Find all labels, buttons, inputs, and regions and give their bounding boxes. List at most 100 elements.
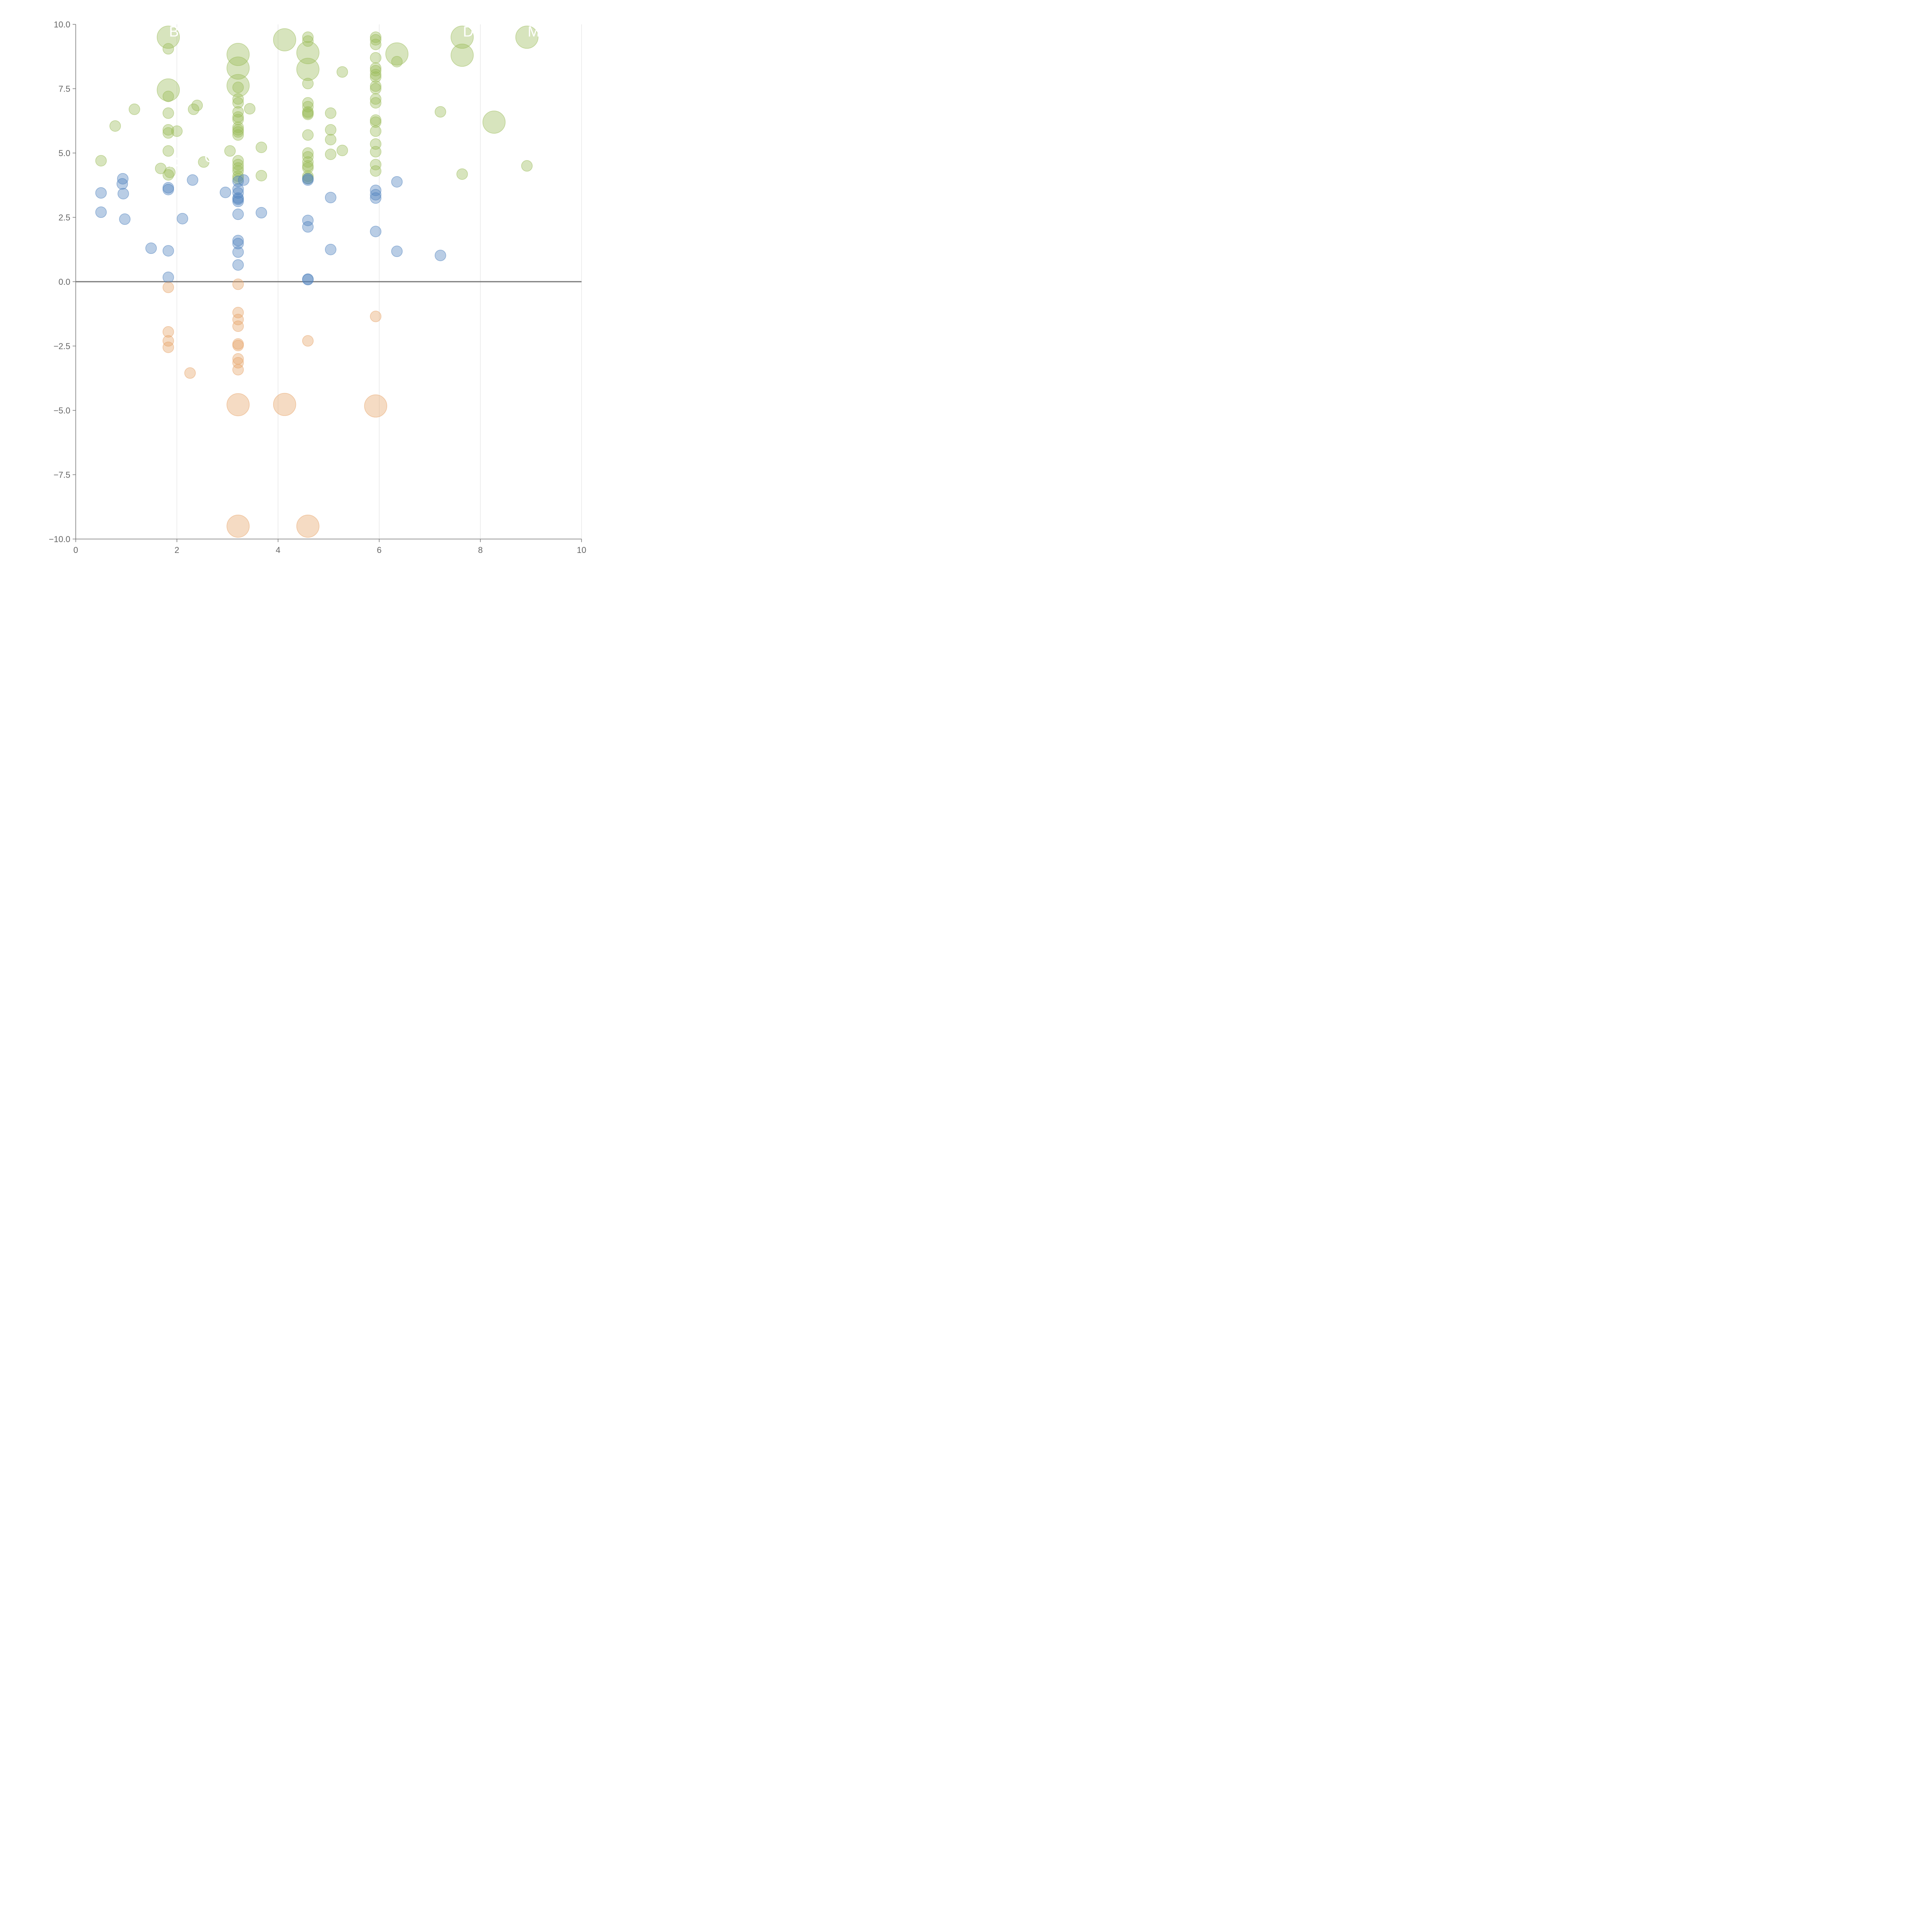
- data-point-series-0: [232, 126, 244, 138]
- data-point-series-0: [370, 52, 381, 64]
- point-label: D: [463, 24, 473, 40]
- data-point-series-0: [435, 106, 446, 118]
- data-point-series-1: [232, 259, 244, 271]
- data-point-series-0: [226, 74, 250, 97]
- data-point-series-1: [238, 174, 250, 186]
- data-point-series-0: [296, 58, 320, 81]
- data-point-series-2: [364, 394, 387, 418]
- data-point-series-1: [302, 214, 314, 226]
- data-point-series-0: [255, 170, 267, 182]
- data-point-series-0: [244, 103, 256, 115]
- data-point-series-0: [109, 120, 121, 132]
- data-point-series-0: [370, 80, 381, 92]
- point-labels: B D MP DA GB: [169, 24, 550, 170]
- data-point-series-1: [145, 242, 157, 254]
- data-points: [95, 26, 539, 538]
- data-point-series-1: [232, 246, 244, 258]
- data-point-series-1: [232, 196, 244, 207]
- data-point-series-1: [187, 174, 199, 186]
- data-point-series-0: [232, 173, 244, 185]
- data-point-series-0: [325, 148, 337, 160]
- data-point-series-0: [370, 165, 381, 177]
- data-point-series-0: [370, 39, 381, 50]
- data-point-series-2: [226, 514, 250, 538]
- data-point-series-0: [325, 134, 337, 146]
- data-point-series-2: [184, 367, 196, 379]
- data-point-series-2: [226, 393, 250, 417]
- data-point-series-1: [232, 235, 244, 247]
- data-point-series-0: [255, 141, 267, 153]
- data-point-series-1: [162, 271, 174, 283]
- data-point-series-2: [232, 278, 244, 290]
- data-point-series-0: [95, 155, 107, 167]
- y-tick-label: −2.5: [54, 342, 70, 351]
- data-point-series-0: [224, 145, 236, 157]
- axes: −10.0 −7.5 −5.0 −2.5 0.0 2.5 5.0 7.5 10.0 0 2 4 6 8 10: [49, 20, 586, 555]
- data-point-series-0: [156, 26, 180, 49]
- x-tick-label: 0: [73, 545, 78, 555]
- data-point-series-0: [370, 83, 381, 95]
- data-point-series-0: [162, 107, 174, 119]
- data-point-series-2: [232, 320, 244, 332]
- data-point-series-0: [198, 156, 209, 168]
- data-point-series-0: [302, 147, 314, 159]
- data-point-series-0: [482, 111, 506, 134]
- data-point-series-0: [155, 163, 167, 174]
- data-point-series-2: [162, 335, 174, 347]
- data-point-series-0: [451, 44, 474, 67]
- data-point-series-1: [302, 274, 314, 286]
- data-point-series-0: [325, 124, 337, 136]
- y-tick-label: −7.5: [54, 470, 70, 480]
- data-point-series-0: [370, 125, 381, 137]
- data-point-series-0: [337, 145, 348, 156]
- data-point-series-1: [116, 178, 128, 190]
- data-point-series-0: [129, 104, 140, 115]
- data-point-series-2: [162, 342, 174, 353]
- data-point-series-0: [232, 93, 244, 105]
- data-point-series-1: [232, 238, 244, 250]
- y-tick-label: 2.5: [58, 213, 70, 223]
- data-point-series-2: [162, 281, 174, 293]
- data-point-series-0: [391, 56, 403, 68]
- data-point-series-1: [177, 213, 188, 224]
- data-point-series-0: [302, 31, 314, 43]
- data-point-series-1: [391, 176, 403, 188]
- data-point-series-0: [302, 35, 314, 47]
- x-tick-label: 10: [577, 545, 586, 555]
- data-point-series-0: [162, 127, 174, 139]
- data-point-series-0: [370, 159, 381, 170]
- data-point-series-1: [435, 250, 446, 261]
- y-tick-label: −5.0: [54, 406, 70, 415]
- data-point-series-1: [219, 187, 231, 198]
- x-tick-label: 4: [276, 545, 280, 555]
- data-point-series-0: [162, 90, 174, 102]
- data-point-series-1: [232, 208, 244, 220]
- data-point-series-2: [162, 326, 174, 338]
- data-point-series-0: [171, 125, 183, 137]
- data-point-series-0: [385, 42, 408, 66]
- data-point-series-2: [273, 393, 296, 416]
- data-point-series-0: [325, 107, 337, 119]
- data-point-series-0: [370, 116, 381, 128]
- data-point-series-0: [370, 146, 381, 158]
- scatter-chart: −10.0 −7.5 −5.0 −2.5 0.0 2.5 5.0 7.5 10.0 0 2 4 6 8 10…: [49, 20, 586, 555]
- y-tick-label: 10.0: [54, 20, 70, 29]
- data-point-series-2: [302, 335, 314, 347]
- data-point-series-1: [255, 207, 267, 219]
- data-point-series-0: [302, 97, 314, 109]
- data-point-series-0: [515, 26, 539, 49]
- data-point-series-1: [391, 245, 403, 257]
- data-point-series-0: [302, 129, 314, 141]
- data-point-series-2: [232, 340, 244, 351]
- data-point-series-0: [232, 159, 244, 170]
- y-tick-label: 0.0: [58, 277, 70, 287]
- data-point-series-0: [302, 156, 314, 168]
- data-point-series-1: [162, 184, 174, 196]
- data-point-series-0: [232, 111, 244, 123]
- point-label: MP: [528, 24, 550, 40]
- data-point-series-1: [119, 213, 131, 225]
- data-point-series-2: [232, 364, 244, 376]
- data-point-series-1: [162, 245, 174, 257]
- data-point-series-2: [232, 357, 244, 369]
- data-point-series-0: [232, 129, 244, 141]
